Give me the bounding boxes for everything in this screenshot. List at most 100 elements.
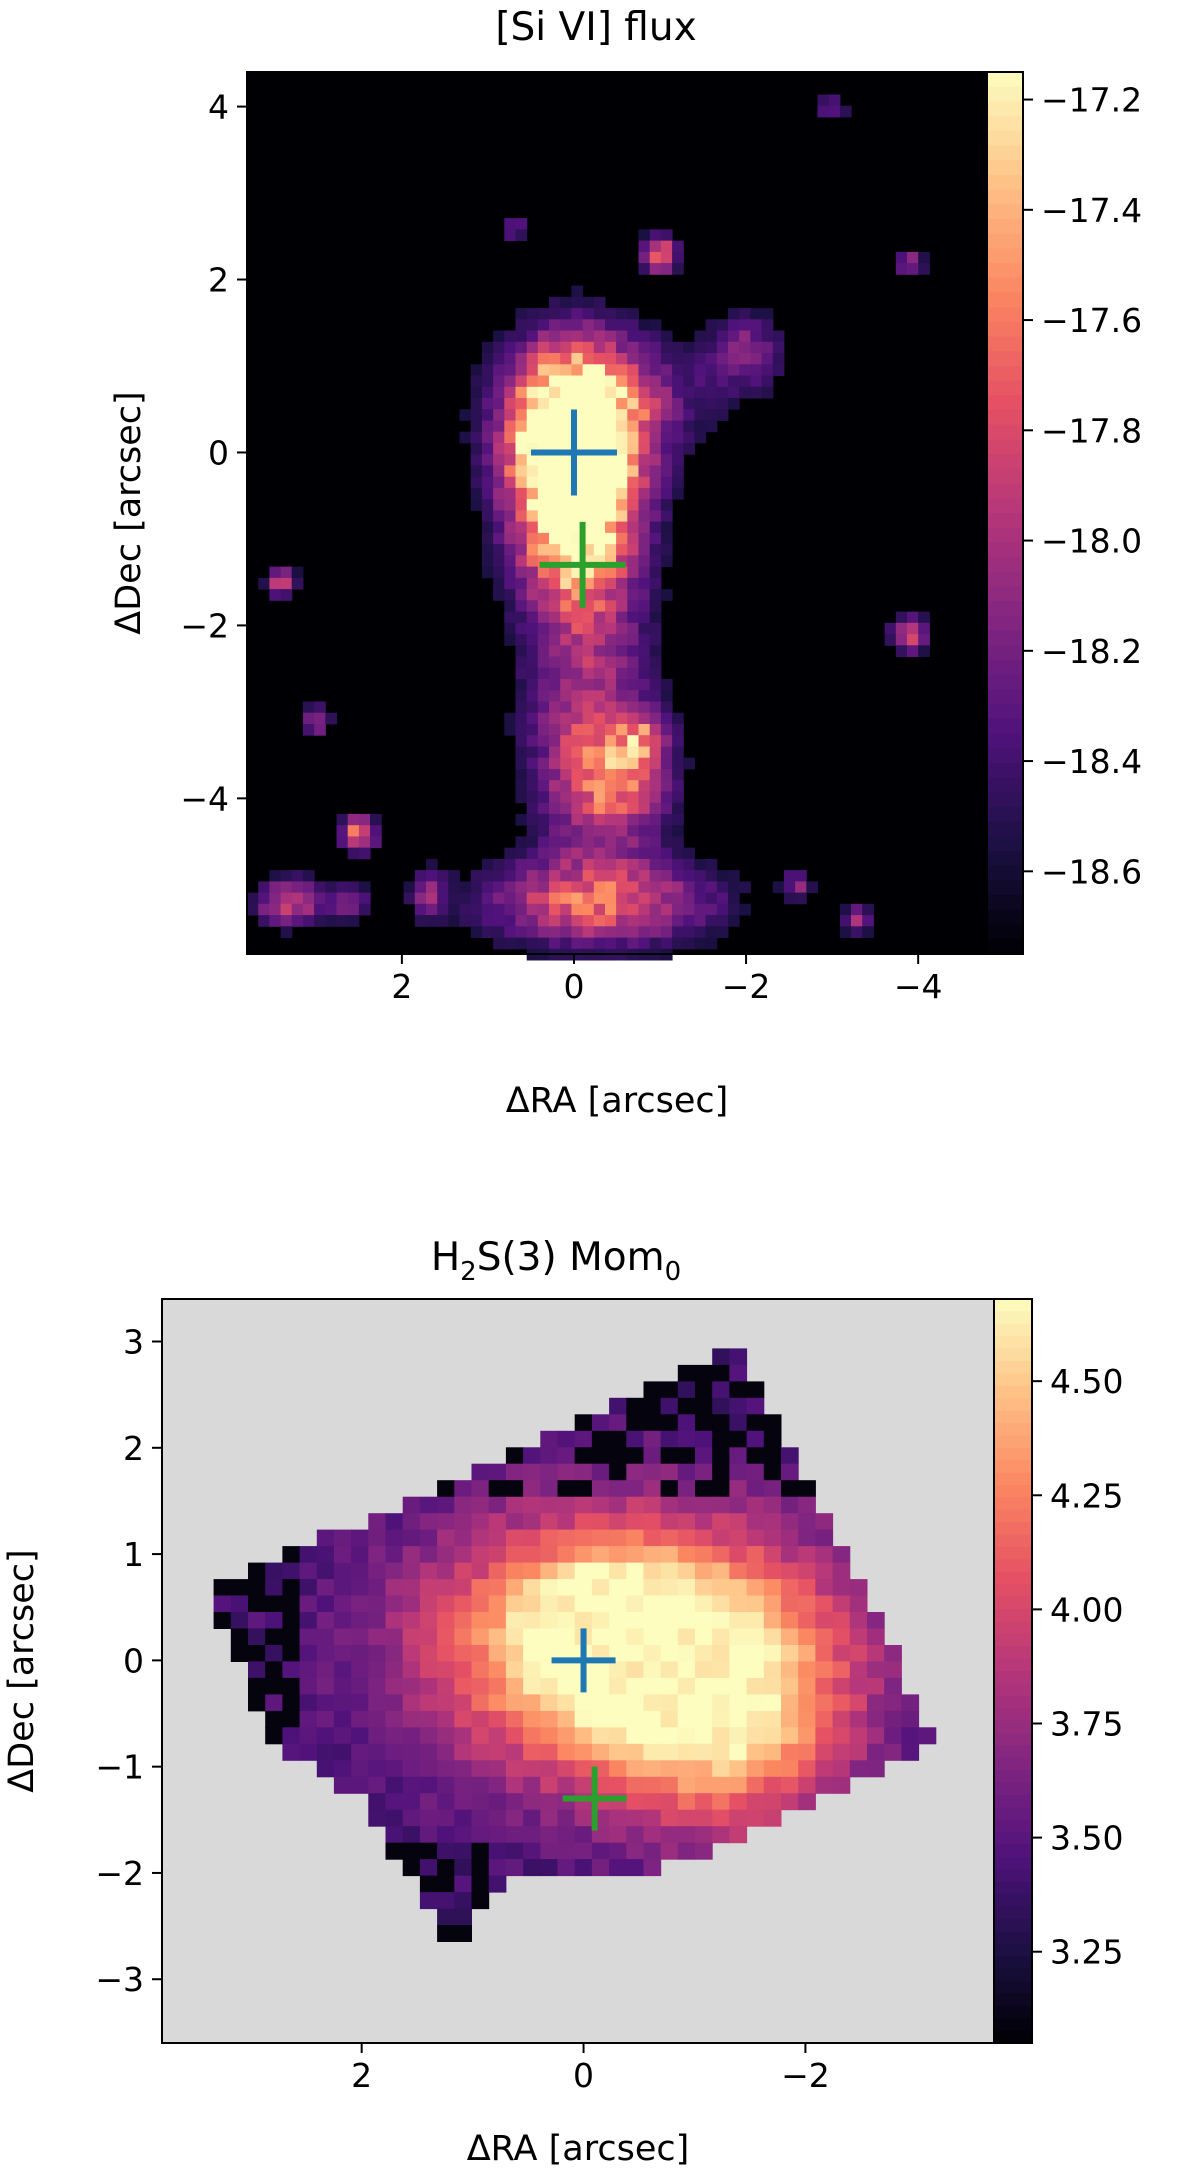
heatmap-cell <box>798 1546 816 1564</box>
heatmap-cell <box>683 858 695 871</box>
heatmap-cell <box>712 1710 730 1728</box>
heatmap-cell <box>419 1579 438 1597</box>
heatmap-cell <box>385 1743 404 1761</box>
heatmap-cell <box>605 341 617 354</box>
heatmap-cell <box>781 1529 799 1547</box>
heatmap-cell <box>672 813 684 826</box>
heatmap-cell <box>895 634 908 646</box>
heatmap-cell <box>593 443 606 455</box>
heatmap-cell <box>627 825 639 837</box>
heatmap-cell <box>746 1595 765 1613</box>
heatmap-cell <box>347 813 360 826</box>
heatmap-cell <box>761 375 774 388</box>
heatmap-cell <box>716 341 729 354</box>
heatmap-cell <box>849 1694 868 1712</box>
heatmap-cell <box>316 1677 335 1695</box>
heatmap-cell <box>437 1694 455 1712</box>
heatmap-cell <box>605 375 617 388</box>
heatmap-cell <box>616 780 628 792</box>
heatmap-cell <box>454 1661 472 1679</box>
heatmap-cell <box>832 1776 851 1794</box>
heatmap-cell <box>481 566 494 579</box>
heatmap-cell <box>649 454 662 466</box>
heatmap-cell <box>582 555 595 568</box>
colorbar-segment <box>994 1646 1032 1660</box>
heatmap-cell <box>471 1546 490 1564</box>
heatmap-cell <box>649 386 662 399</box>
heatmap-cell <box>605 746 617 759</box>
colorbar-segment <box>994 1671 1032 1684</box>
heatmap-cell <box>347 915 360 927</box>
heatmap-cell <box>560 724 572 736</box>
heatmap-cell <box>626 1760 644 1778</box>
heatmap-cell <box>660 1628 679 1646</box>
heatmap-cell <box>582 386 595 399</box>
heatmap-cell <box>523 1612 541 1629</box>
heatmap-cell <box>248 1645 266 1662</box>
heatmap-cell <box>851 926 863 938</box>
heatmap-cell <box>672 263 684 275</box>
heatmap-cell <box>351 1677 369 1695</box>
heatmap-cell <box>627 577 639 590</box>
heatmap-cell <box>649 645 662 657</box>
heatmap-cell <box>515 791 528 804</box>
heatmap-cell <box>299 1628 318 1646</box>
heatmap-cell <box>649 544 662 556</box>
heatmap-cell <box>582 858 595 871</box>
heatmap-cell <box>851 915 863 927</box>
heatmap-cell <box>526 757 539 770</box>
heatmap-cell <box>571 409 584 421</box>
heatmap-cell <box>746 1645 765 1662</box>
heatmap-cell <box>571 555 584 568</box>
colorbar-tick-label: 3.75 <box>1050 1704 1123 1743</box>
heatmap-cell <box>280 566 293 579</box>
heatmap-cell <box>515 364 528 376</box>
heatmap-cell <box>729 1447 748 1465</box>
heatmap-cell <box>459 903 472 916</box>
heatmap-cell <box>643 1661 662 1679</box>
heatmap-cell <box>571 454 584 466</box>
heatmap-cell <box>549 577 561 590</box>
heatmap-cell <box>649 679 662 691</box>
heatmap-cell <box>454 1826 472 1844</box>
colorbar-segment <box>987 130 1023 147</box>
heatmap-cell <box>815 1645 834 1662</box>
heatmap-cell <box>627 645 639 657</box>
heatmap-cell <box>325 881 337 894</box>
heatmap-cell <box>488 1793 507 1811</box>
heatmap-cell <box>649 465 662 478</box>
heatmap-cell <box>705 937 718 950</box>
heatmap-cell <box>454 1925 472 1942</box>
heatmap-cell <box>712 1463 730 1481</box>
heatmap-cell <box>368 1776 386 1794</box>
heatmap-cell <box>605 847 617 860</box>
heatmap-cell <box>616 915 628 927</box>
heatmap-cell <box>540 1661 558 1679</box>
panel-si-vi-flux: [Si VI] flux 2 0 −2 −4 420−2−4 ΔRA [arcsec]… <box>109 5 1142 1121</box>
heatmap-cell <box>918 622 930 635</box>
heatmap-cell <box>739 353 751 365</box>
heatmap-cell <box>574 1562 593 1580</box>
heatmap-cell <box>537 308 550 320</box>
heatmap-cell <box>729 1595 748 1613</box>
colorbar-frame <box>993 1298 1033 2044</box>
heatmap-cell <box>884 1694 902 1712</box>
heatmap-cell <box>549 296 561 309</box>
heatmap-cell <box>526 836 539 849</box>
heatmap-cell <box>616 330 628 343</box>
heatmap-cell <box>526 577 539 590</box>
heatmap-cell <box>537 881 550 894</box>
heatmap-cell <box>230 1579 249 1597</box>
heatmap-cell <box>750 308 763 320</box>
heatmap-cell <box>627 712 639 725</box>
heatmap-cell <box>781 1645 799 1662</box>
heatmap-cell <box>593 386 606 399</box>
heatmap-cell <box>471 1480 490 1498</box>
heatmap-cell <box>609 1677 627 1695</box>
heatmap-cell <box>609 1710 627 1728</box>
heatmap-cell <box>907 611 919 624</box>
heatmap-cell <box>593 667 606 680</box>
heatmap-cell <box>643 1496 662 1514</box>
heatmap-cell <box>716 926 729 938</box>
heatmap-cell <box>582 656 595 669</box>
